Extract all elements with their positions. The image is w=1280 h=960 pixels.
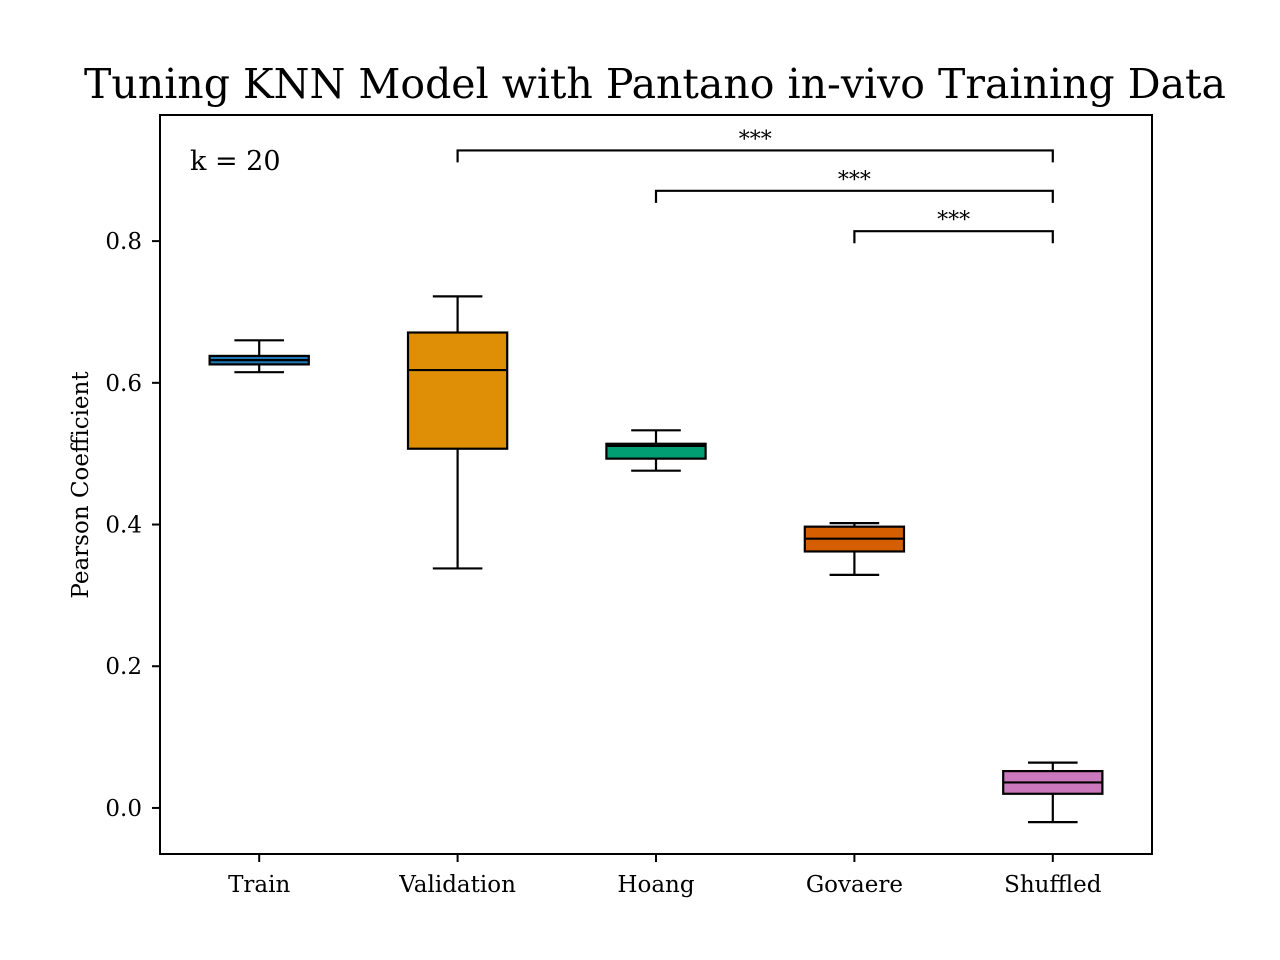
y-tick-label: 0.4 <box>105 513 142 539</box>
box-govaere <box>803 522 906 576</box>
box-body <box>406 331 509 450</box>
significance-bracket: *** <box>654 168 1054 203</box>
x-tick-label: Hoang <box>617 872 694 898</box>
significance-bracket: *** <box>456 127 1054 163</box>
x-tick-label: Govaere <box>806 872 903 898</box>
bracket-line <box>456 149 1054 163</box>
x-tick-label: Validation <box>398 872 516 898</box>
significance-label: *** <box>838 168 871 193</box>
bracket-line <box>853 230 1054 244</box>
plot-area: 0.0 0.2 0.4 0.6 0.8 Train Validation Hoang Govae… <box>105 127 1104 898</box>
y-axis-label: Pearson Coefficient <box>68 371 94 599</box>
significance-bracket: *** <box>853 208 1054 244</box>
y-tick-label: 0.6 <box>105 371 142 397</box>
box-hoang <box>605 429 707 472</box>
y-tick-label: 0.0 <box>105 796 142 822</box>
significance-label: *** <box>739 127 772 152</box>
box-validation <box>406 295 509 570</box>
box-train <box>208 339 310 374</box>
bracket-line <box>654 189 1054 203</box>
box-body <box>605 442 707 460</box>
significance-label: *** <box>937 208 970 233</box>
x-tick-label: Shuffled <box>1004 872 1102 898</box>
y-tick-label: 0.2 <box>105 654 142 680</box>
y-tick-label: 0.8 <box>105 229 142 255</box>
k-annotation: k = 20 <box>190 146 281 177</box>
plot-frame <box>159 114 1153 855</box>
x-tick-label: Train <box>228 872 290 898</box>
box-shuffled <box>1002 761 1104 824</box>
chart-title: Tuning KNN Model with Pantano in-vivo Tr… <box>84 60 1226 108</box>
